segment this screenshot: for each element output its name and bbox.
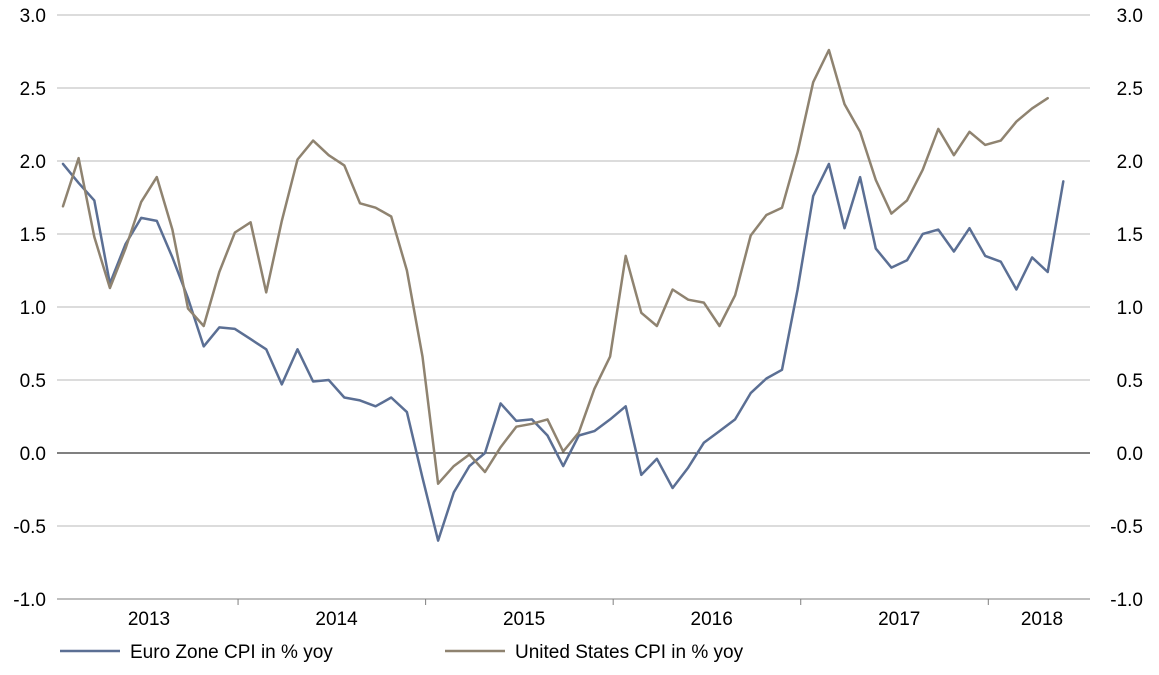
y-tick-label-right: 1.5 — [1117, 225, 1143, 246]
x-tick-label: 2013 — [128, 609, 170, 630]
x-tick-label: 2018 — [1021, 609, 1063, 630]
series-line-euro-zone — [61, 162, 1065, 542]
x-tick-label: 2017 — [878, 609, 920, 630]
x-tick-label: 2015 — [503, 609, 545, 630]
y-tick-label-right: 3.0 — [1117, 6, 1143, 27]
y-tick-label-right: 1.0 — [1117, 298, 1143, 319]
series-line-united-states — [61, 48, 1049, 485]
y-tick-label-right: 2.0 — [1117, 152, 1143, 173]
y-tick-label-left: 3.0 — [20, 6, 46, 27]
y-tick-label-right: 0.5 — [1117, 371, 1143, 392]
legend: Euro Zone CPI in % yoy United States CPI… — [60, 642, 744, 663]
legend-label-us: United States CPI in % yoy — [515, 642, 744, 663]
y-tick-label-right: 0.0 — [1117, 444, 1143, 465]
gridlines — [57, 14, 1090, 600]
y-tick-label-left: 2.0 — [20, 152, 46, 173]
y-tick-label-left: 1.5 — [20, 225, 46, 246]
y-tick-label-left: 0.0 — [20, 444, 46, 465]
y-tick-label-left: 0.5 — [20, 371, 46, 392]
y-tick-label-left: 1.0 — [20, 298, 46, 319]
y-tick-label-right: -0.5 — [1110, 517, 1143, 538]
series-lines — [61, 48, 1065, 542]
x-tick-label: 2016 — [691, 609, 733, 630]
y-tick-label-left: -1.0 — [13, 590, 46, 611]
y-tick-label-right: 2.5 — [1117, 79, 1143, 100]
y-tick-label-right: -1.0 — [1110, 590, 1143, 611]
legend-label-euro: Euro Zone CPI in % yoy — [130, 642, 333, 663]
y-tick-label-left: -0.5 — [13, 517, 46, 538]
axes: -1.0 -1.0 -0.5 -0.5 0.0 0.0 0.5 0.5 1.0 1.0 1.5 1.5… — [13, 6, 1143, 630]
x-tick-label: 2014 — [315, 609, 358, 630]
y-tick-label-left: 2.5 — [20, 79, 46, 100]
